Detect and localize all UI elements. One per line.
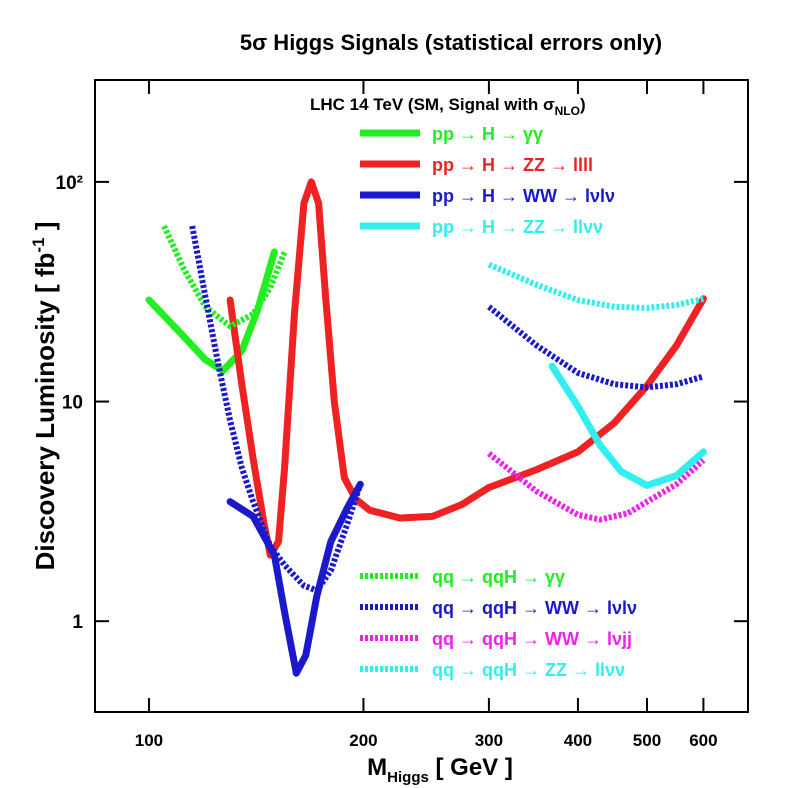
x-axis-label: MHiggs [ GeV ] <box>367 754 513 786</box>
legend-label: qq → qqH → ZZ → llνν <box>432 660 625 680</box>
annotation-sub: NLO <box>555 104 580 118</box>
series-line <box>161 224 288 330</box>
legend-label: pp → H → ZZ → llll <box>432 155 593 175</box>
series-line <box>487 451 706 523</box>
x-label-tail: [ GeV ] <box>429 754 513 781</box>
legend-label: qq → qqH → WW → lνlν <box>432 598 637 618</box>
series-line <box>145 248 278 375</box>
legend-label: qq → qqH → WW → lνjj <box>432 629 632 649</box>
y-label-main: Discovery Luminosity [ fb <box>30 253 60 571</box>
y-tick-label: 10² <box>56 173 83 194</box>
plot-area: 100 200 300 400 500 600 1 10 10² <box>56 80 748 750</box>
y-label-sup: -1 <box>29 237 48 252</box>
x-tick-label: 400 <box>564 731 592 750</box>
y-axis-label: Discovery Luminosity [ fb-1 ] <box>29 222 60 571</box>
legend-label: qq → qqH → γγ <box>432 567 565 587</box>
x-tick-label: 500 <box>633 731 661 750</box>
series-line <box>226 480 364 677</box>
annotation-text: LHC 14 TeV (SM, Signal with σ <box>310 95 555 114</box>
legend-label: pp → H → ZZ → llνν <box>432 217 603 237</box>
series-line <box>487 261 705 311</box>
x-tick-label: 100 <box>135 731 163 750</box>
y-tick-label: 1 <box>72 612 83 633</box>
series-line <box>189 225 705 594</box>
annotation: LHC 14 TeV (SM, Signal with σNLO) <box>310 95 586 118</box>
annotation-tail: ) <box>580 95 586 114</box>
x-tick-label: 600 <box>689 731 717 750</box>
chart-title: 5σ Higgs Signals (statistical errors onl… <box>240 30 662 55</box>
y-tick-label: 10 <box>62 393 83 414</box>
x-tick-label: 200 <box>349 731 377 750</box>
x-label-main: M <box>367 754 387 781</box>
legend-label: pp → H → γγ <box>432 124 543 144</box>
x-label-sub: Higgs <box>387 769 429 786</box>
x-tick-label: 300 <box>475 731 503 750</box>
frame <box>94 79 749 713</box>
legend-label: pp → H → WW → lνlν <box>432 186 615 206</box>
series-line <box>548 362 707 489</box>
series-line <box>226 178 707 559</box>
y-label-tail: ] <box>30 222 60 238</box>
